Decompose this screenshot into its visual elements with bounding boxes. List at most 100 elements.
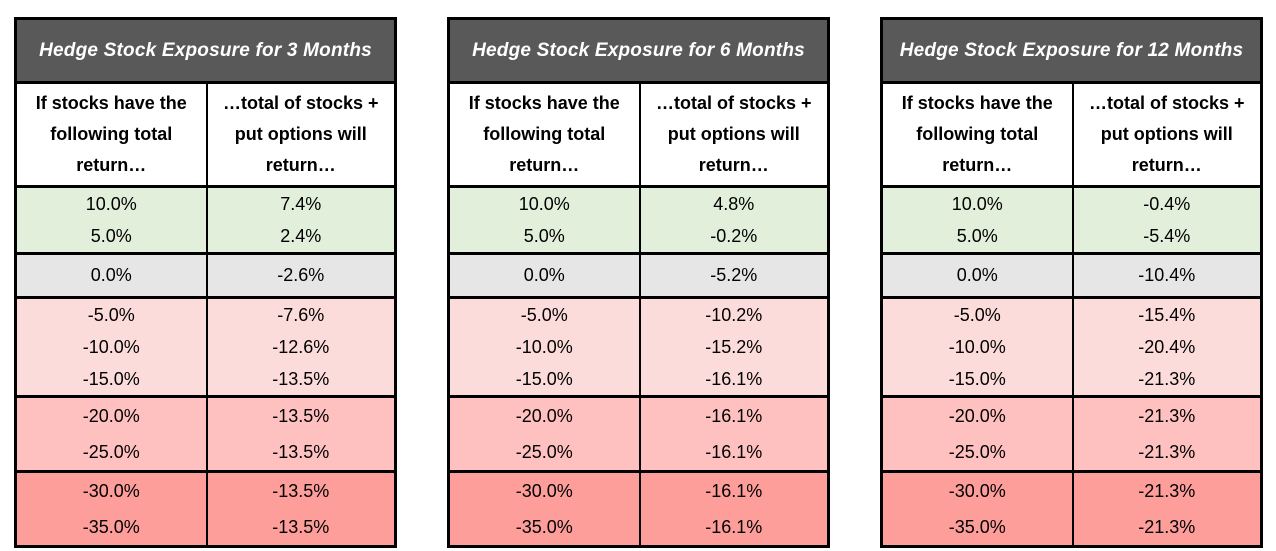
stock-return-cell: 5.0% — [956, 226, 998, 246]
hedged-return-cell: -5.4% — [1071, 220, 1261, 252]
table-row: -25.0% -13.5% — [17, 434, 394, 470]
row-group-pink-dark: -30.0% -16.1% -35.0% -16.1% — [450, 470, 827, 545]
table-row: 10.0% 7.4% — [17, 188, 394, 220]
table-row: -5.0% -7.6% — [17, 299, 394, 331]
hedged-return-cell: -21.3% — [1071, 363, 1261, 395]
hedged-return-cell: 2.4% — [205, 220, 395, 252]
table-row: -25.0% -16.1% — [450, 434, 827, 470]
hedged-return-cell: -13.5% — [205, 509, 395, 545]
hedged-return-cell: 7.4% — [205, 188, 395, 220]
hedged-return-cell: -10.2% — [638, 299, 828, 331]
stock-return-cell: -5.0% — [520, 305, 568, 325]
hedged-return-cell: -16.1% — [638, 434, 828, 470]
stock-return-cell: -5.0% — [87, 305, 135, 325]
table-row: -5.0% -10.2% — [450, 299, 827, 331]
table-row: 0.0% -2.6% — [17, 255, 394, 296]
hedged-return-cell: -7.6% — [205, 299, 395, 331]
hedged-return-cell: -13.5% — [205, 434, 395, 470]
stock-return-cell: -15.0% — [515, 369, 573, 389]
row-group-green: 10.0% -0.4% 5.0% -5.4% — [883, 188, 1260, 252]
column-header-hedged-return: …total of stocks + put options will retu… — [1071, 84, 1261, 185]
table-row: -20.0% -13.5% — [17, 398, 394, 434]
stock-return-cell: -5.0% — [953, 305, 1001, 325]
stock-return-cell: -20.0% — [948, 406, 1006, 426]
row-group-pink-mid: -20.0% -21.3% -25.0% -21.3% — [883, 395, 1260, 470]
hedged-return-cell: -15.2% — [638, 331, 828, 363]
table-row: -25.0% -21.3% — [883, 434, 1260, 470]
table-body: 10.0% 4.8% 5.0% -0.2% 0.0% -5.2% -5.0% -10.2% -1… — [450, 188, 827, 545]
stock-return-cell: -20.0% — [82, 406, 140, 426]
stock-return-cell: -25.0% — [515, 442, 573, 462]
hedged-return-cell: -21.3% — [1071, 509, 1261, 545]
hedged-return-cell: -16.1% — [638, 473, 828, 509]
stock-return-cell: 5.0% — [523, 226, 565, 246]
table-row: -15.0% -13.5% — [17, 363, 394, 395]
column-headers: If stocks have the following total retur… — [450, 81, 827, 188]
table-title: Hedge Stock Exposure for 6 Months — [450, 20, 827, 81]
hedged-return-cell: -2.6% — [205, 255, 395, 296]
stock-return-cell: -10.0% — [515, 337, 573, 357]
table-row: -5.0% -15.4% — [883, 299, 1260, 331]
row-group-pink-mid: -20.0% -16.1% -25.0% -16.1% — [450, 395, 827, 470]
stock-return-cell: -25.0% — [82, 442, 140, 462]
hedged-return-cell: 4.8% — [638, 188, 828, 220]
stock-return-cell: 0.0% — [90, 265, 132, 285]
table-row: 5.0% 2.4% — [17, 220, 394, 252]
table-row: 0.0% -5.2% — [450, 255, 827, 296]
hedged-return-cell: -13.5% — [205, 363, 395, 395]
row-group-pink-mid: -20.0% -13.5% -25.0% -13.5% — [17, 395, 394, 470]
stock-return-cell: -20.0% — [515, 406, 573, 426]
row-group-gray: 0.0% -2.6% — [17, 252, 394, 296]
table-row: -20.0% -21.3% — [883, 398, 1260, 434]
stock-return-cell: -30.0% — [515, 481, 573, 501]
hedged-return-cell: -12.6% — [205, 331, 395, 363]
column-header-stock-return: If stocks have the following total retur… — [468, 93, 620, 175]
table-title: Hedge Stock Exposure for 12 Months — [883, 20, 1260, 81]
table-row: 0.0% -10.4% — [883, 255, 1260, 296]
table-row: 5.0% -0.2% — [450, 220, 827, 252]
hedged-return-cell: -15.4% — [1071, 299, 1261, 331]
table-row: 10.0% 4.8% — [450, 188, 827, 220]
stock-return-cell: 10.0% — [518, 194, 570, 214]
hedged-return-cell: -5.2% — [638, 255, 828, 296]
table-row: -15.0% -21.3% — [883, 363, 1260, 395]
table-title: Hedge Stock Exposure for 3 Months — [17, 20, 394, 81]
table-row: -35.0% -16.1% — [450, 509, 827, 545]
stock-return-cell: -15.0% — [82, 369, 140, 389]
hedged-return-cell: -16.1% — [638, 509, 828, 545]
stock-return-cell: -30.0% — [948, 481, 1006, 501]
row-group-pink-dark: -30.0% -13.5% -35.0% -13.5% — [17, 470, 394, 545]
table-row: 10.0% -0.4% — [883, 188, 1260, 220]
hedged-return-cell: -0.2% — [638, 220, 828, 252]
hedge-table-0: Hedge Stock Exposure for 3 Months If sto… — [14, 17, 397, 548]
row-group-pink-light: -5.0% -15.4% -10.0% -20.4% -15.0% -21.3% — [883, 296, 1260, 395]
table-row: -20.0% -16.1% — [450, 398, 827, 434]
row-group-green: 10.0% 4.8% 5.0% -0.2% — [450, 188, 827, 252]
row-group-pink-dark: -30.0% -21.3% -35.0% -21.3% — [883, 470, 1260, 545]
table-body: 10.0% -0.4% 5.0% -5.4% 0.0% -10.4% -5.0% -15.4%… — [883, 188, 1260, 545]
row-group-gray: 0.0% -5.2% — [450, 252, 827, 296]
table-row: -35.0% -13.5% — [17, 509, 394, 545]
stock-return-cell: -30.0% — [82, 481, 140, 501]
stock-return-cell: 10.0% — [85, 194, 137, 214]
column-headers: If stocks have the following total retur… — [17, 81, 394, 188]
hedged-return-cell: -13.5% — [205, 398, 395, 434]
table-body: 10.0% 7.4% 5.0% 2.4% 0.0% -2.6% -5.0% -7.6% -10.… — [17, 188, 394, 545]
stock-return-cell: -35.0% — [515, 517, 573, 537]
table-row: -10.0% -20.4% — [883, 331, 1260, 363]
hedged-return-cell: -0.4% — [1071, 188, 1261, 220]
hedge-table-2: Hedge Stock Exposure for 12 Months If st… — [880, 17, 1263, 548]
stock-return-cell: -15.0% — [948, 369, 1006, 389]
column-header-stock-return: If stocks have the following total retur… — [901, 93, 1053, 175]
column-header-hedged-return: …total of stocks + put options will retu… — [205, 84, 395, 185]
hedged-return-cell: -16.1% — [638, 363, 828, 395]
row-group-pink-light: -5.0% -7.6% -10.0% -12.6% -15.0% -13.5% — [17, 296, 394, 395]
table-row: -10.0% -12.6% — [17, 331, 394, 363]
hedged-return-cell: -16.1% — [638, 398, 828, 434]
hedged-return-cell: -13.5% — [205, 473, 395, 509]
stock-return-cell: -35.0% — [82, 517, 140, 537]
hedged-return-cell: -21.3% — [1071, 434, 1261, 470]
table-row: -10.0% -15.2% — [450, 331, 827, 363]
hedge-table-1: Hedge Stock Exposure for 6 Months If sto… — [447, 17, 830, 548]
